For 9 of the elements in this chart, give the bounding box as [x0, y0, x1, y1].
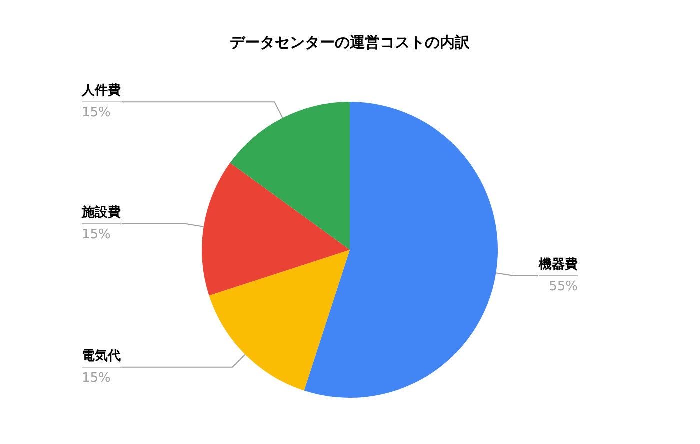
data-label: 55%: [549, 279, 578, 294]
slice-label: 人件費: [81, 84, 121, 99]
slice-label: 電気代: [82, 348, 121, 364]
slice-label: 施設費: [81, 204, 121, 221]
data-label: 15%: [82, 106, 111, 121]
data-label: 15%: [82, 228, 111, 243]
chart-title: データセンターの運営コストの内訳: [230, 34, 471, 52]
data-label: 15%: [82, 370, 111, 386]
slice-label: 機器費: [538, 257, 578, 272]
